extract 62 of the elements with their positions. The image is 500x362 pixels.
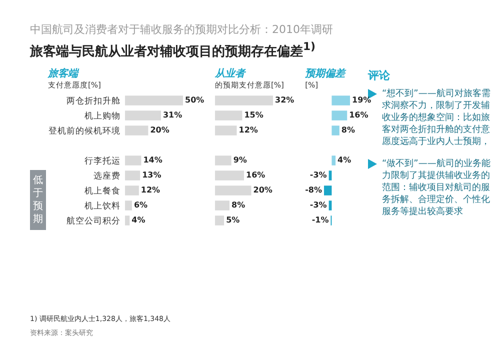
data-label: 19% xyxy=(352,96,372,104)
text: 旅客端与民航从业者对辅收项目的预期存在偏差$^{1)}$ xyxy=(30,40,316,60)
data-label: 14% xyxy=(143,156,162,164)
data-label: 4% xyxy=(338,156,352,164)
text: 中国航司及消费者对于辅收服务的预期对比分析：2010年调研 xyxy=(30,22,333,37)
bar xyxy=(125,170,140,180)
data-label: 31% xyxy=(162,110,182,120)
data-label: 9% xyxy=(233,156,247,164)
data-label: 16% xyxy=(349,110,368,120)
data-label: 4% xyxy=(132,216,146,224)
text: “想不到”——航司对旅客需求洞察不力，限制了开发辅收业务的想象空间：比如旅客对两仓折扣升舱的支付意愿度远高于业内人士预期， xyxy=(382,89,490,147)
bar xyxy=(215,170,244,180)
text: 评论 xyxy=(368,68,391,83)
y-tick-label: 机上饮料 xyxy=(84,200,120,212)
bar xyxy=(125,216,130,226)
bar xyxy=(125,126,148,136)
bar xyxy=(215,96,273,106)
bar xyxy=(125,186,139,196)
bar xyxy=(215,200,230,210)
data-label: 20% xyxy=(150,126,170,134)
data-label: -8% xyxy=(305,186,322,194)
y-tick-label: 两仓折扣升舱 xyxy=(66,96,120,106)
data-label: -1% xyxy=(312,216,329,224)
data-label: 12% xyxy=(140,186,160,194)
bar xyxy=(215,126,237,136)
bar xyxy=(125,200,132,210)
chart-title: 旅客端 xyxy=(47,68,80,80)
bar xyxy=(215,110,242,120)
bar xyxy=(125,96,183,106)
data-label: 16% xyxy=(246,170,266,180)
bar xyxy=(215,156,232,166)
bar xyxy=(215,186,252,196)
data-label: 13% xyxy=(142,170,162,180)
bar xyxy=(125,110,161,120)
tag-box: 低于预期 xyxy=(30,170,46,230)
text: “做不到”——航司的业务能力限制了其提供辅收业务的范围：辅收项目对航司的服务拆解、合理定价、个性化服务等提出较高要求 xyxy=(381,158,492,218)
data-label: -3% xyxy=(310,170,327,180)
bar xyxy=(332,126,340,136)
data-label: 15% xyxy=(244,110,264,120)
data-label: 12% xyxy=(238,126,258,134)
y-tick-label: 机上购物 xyxy=(84,110,120,122)
y-tick-label: 登机前的候机环境 xyxy=(48,126,120,136)
data-label: 50% xyxy=(185,96,204,104)
y-tick-label: 航空公司积分 xyxy=(66,216,120,226)
chart-title: 预期偏差 xyxy=(305,68,348,80)
data-label: 5% xyxy=(226,216,240,224)
data-label: 32% xyxy=(275,96,294,104)
data-label: 20% xyxy=(253,186,272,194)
y-tick-label: 机上餐食 xyxy=(84,186,120,196)
bar xyxy=(215,216,224,226)
y-tick-label: 行李托运 xyxy=(84,156,120,166)
y-tick-label: 选座费 xyxy=(94,170,120,182)
chart-title: 从业者 xyxy=(214,68,247,80)
data-label: -3% xyxy=(310,200,327,210)
bar xyxy=(332,156,336,166)
bar xyxy=(332,110,348,120)
bar xyxy=(125,156,142,166)
data-label: 8% xyxy=(232,200,246,210)
bar xyxy=(324,186,332,196)
bar xyxy=(332,96,350,106)
data-label: 8% xyxy=(341,126,355,134)
data-label: 6% xyxy=(134,200,148,210)
